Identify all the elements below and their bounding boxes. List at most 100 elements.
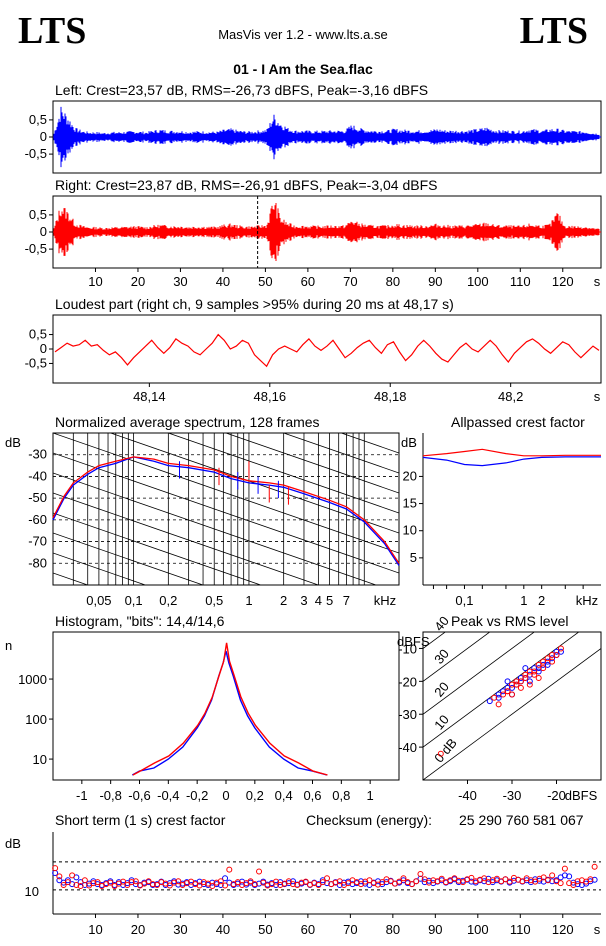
peak-rms-point-right [549, 658, 556, 665]
spectrum-slope-line [53, 613, 399, 733]
crest-point-right [247, 878, 254, 885]
crest-point-right [438, 875, 445, 882]
spectrum-series-right [52, 456, 400, 564]
peak-rms-diagonals [423, 632, 601, 780]
histogram-title: Histogram, "bits": 14,4/14,6 [55, 613, 225, 629]
time-axis-tick-label: 50 [258, 274, 272, 289]
spectrum-slope-line [53, 492, 320, 585]
peak-rms-xunit: dBFS [565, 788, 598, 803]
loudest-xtick-label: 48,16 [254, 389, 287, 404]
crest-point-right [251, 881, 258, 888]
left-ytick-label: -0,5 [25, 146, 47, 161]
crest-xtick-label: 50 [258, 922, 272, 937]
peak-rms-diagonal [423, 647, 601, 780]
spectrum-title: Normalized average spectrum, 128 frames [55, 414, 320, 430]
peak-rms-point-left [526, 671, 533, 678]
spectrum-xtick-label: 0,1 [125, 593, 143, 608]
crest-point-right [570, 882, 577, 889]
crest-point-right [73, 882, 80, 889]
allpass-ytick-label: 10 [403, 523, 417, 538]
allpass-ytick-label: 20 [403, 468, 417, 483]
time-axis-tick-label: 80 [386, 274, 400, 289]
crest-point-right [417, 870, 424, 877]
spectrum-ylabel: dB [5, 435, 21, 450]
allpass-ytick-label: 15 [403, 496, 417, 511]
peak-rms-ylabel: dBFS [397, 634, 430, 649]
loudest-ytick-label: 0 [40, 341, 47, 356]
crest-point-right [260, 879, 267, 886]
left-ytick-label: 0,5 [29, 112, 47, 127]
crest-point-left [536, 877, 543, 884]
crest-point-right [273, 878, 280, 885]
file-title: 01 - I Am the Sea.flac [233, 61, 373, 77]
crest-point-right [506, 878, 513, 885]
peak-rms-point-left [557, 648, 564, 655]
time-axis-tick-label: 110 [510, 274, 531, 289]
histogram-series-left [131, 650, 328, 776]
crest-xtick-label: 120 [552, 922, 574, 937]
allpass-title: Allpassed crest factor [451, 414, 585, 430]
crest-point-right [196, 882, 203, 889]
crest-point-right [175, 878, 182, 885]
right-channel-title: Right: Crest=23,87 dB, RMS=-26,91 dBFS, … [55, 177, 438, 193]
spectrum-slope-line [224, 433, 399, 494]
crest-xtick-label: 110 [510, 922, 531, 937]
crest-point-right [540, 874, 547, 881]
peak-rms-ytick-label: -20 [398, 674, 417, 689]
spectrum-slope-line [53, 653, 399, 773]
checksum-value: 25 290 760 581 067 [459, 812, 584, 828]
crest-point-right [298, 879, 305, 886]
crest-point-right [481, 875, 488, 882]
crest-point-right [166, 882, 173, 889]
crest-point-right [366, 877, 373, 884]
histogram-xtick-label: 0,4 [275, 788, 293, 803]
allpass-xtick-label: 0,1 [455, 593, 473, 608]
spectrum-slope-line [53, 253, 399, 373]
peak-rms-point-right [513, 678, 520, 685]
spectrum-slope-line [53, 532, 205, 585]
spectrum-slope-line [53, 572, 89, 585]
histogram-xtick-label: -0,4 [157, 788, 179, 803]
peak-rms-point-left [495, 694, 502, 701]
left-ytick-label: 0 [40, 129, 47, 144]
crest-point-right [145, 878, 152, 885]
peak-rms-point-right [540, 658, 547, 665]
crest-point-right [319, 879, 326, 886]
crest-point-left [574, 881, 581, 888]
crest-point-right [217, 878, 224, 885]
crest-point-right [56, 873, 63, 880]
peak-rms-point-left [500, 688, 507, 695]
histogram-series-right [132, 642, 328, 776]
peak-rms-diagonal-label: 0 dB [431, 735, 460, 765]
crest-point-right [128, 879, 135, 886]
crest-point-right [574, 878, 581, 885]
crest-point-right [413, 878, 420, 885]
histogram-xtick-label: -0,6 [128, 788, 150, 803]
peak-rms-point-right [540, 665, 547, 672]
spectrum-slope-lines [53, 253, 399, 773]
crest-point-right [345, 880, 352, 887]
histogram-xtick-label: 0,6 [303, 788, 321, 803]
peak-rms-point-left [517, 675, 524, 682]
crest-point-right [591, 863, 598, 870]
spectrum-slope-line [397, 433, 399, 434]
histogram-ytick-label: 1000 [18, 672, 47, 687]
allpass-xtick-label: 1 [520, 593, 527, 608]
peak-rms-point-right [513, 681, 520, 688]
crest-point-right [459, 879, 466, 886]
spectrum-ytick-label: -80 [28, 555, 47, 570]
peak-rms-point-right [535, 675, 542, 682]
spectrum-slope-line [53, 472, 378, 585]
peak-rms-point-right [522, 675, 529, 682]
spectrum-ytick-label: -40 [28, 468, 47, 483]
crest-point-right [64, 879, 71, 886]
peak-rms-point-left [526, 678, 533, 685]
spectrum-xtick-label: 4 [315, 593, 322, 608]
loudest-series-line [54, 333, 600, 368]
crest-point-right [209, 883, 216, 890]
spectrum-ytick-label: -70 [28, 534, 47, 549]
peak-rms-point-right [491, 694, 498, 701]
crest-xtick-label: 20 [131, 922, 145, 937]
peak-rms-point-left [522, 665, 529, 672]
spectrum-xtick-label: 0,05 [86, 593, 111, 608]
